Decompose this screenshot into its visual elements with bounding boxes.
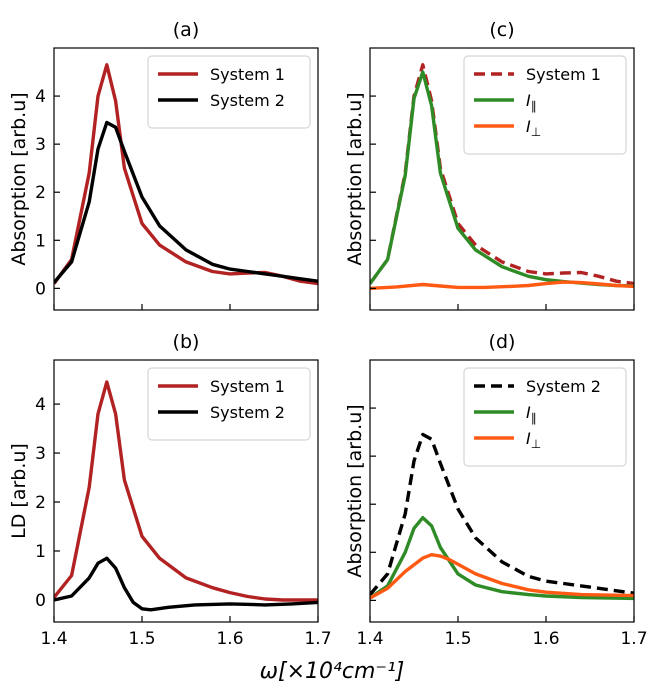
y-tick-label: 4 [35, 395, 46, 415]
y-axis-label: LD [arb.u] [8, 443, 30, 539]
x-tick-label: 1.4 [356, 629, 383, 649]
y-tick-label: 0 [35, 591, 46, 611]
legend-label: I⊥ [526, 429, 541, 451]
panel-title: (b) [173, 331, 200, 353]
y-axis-label: Absorption [arb.u] [8, 92, 30, 265]
plot-frame [53, 47, 319, 311]
legend-label: System 1 [526, 65, 601, 84]
series-line [54, 380, 318, 602]
series-line [370, 553, 634, 600]
y-tick-label: 1 [35, 231, 46, 251]
x-tick-label: 1.7 [620, 629, 647, 649]
y-tick-label: 4 [35, 87, 46, 107]
legend-label: System 2 [526, 377, 601, 396]
y-tick-label: 2 [35, 493, 46, 513]
plot-frame [369, 47, 635, 311]
y-tick-label: 1 [35, 542, 46, 562]
legend-label: System 1 [210, 377, 285, 396]
legend-label: System 1 [210, 65, 285, 84]
y-tick-label: 3 [35, 135, 46, 155]
series-line [370, 63, 634, 286]
y-axis-label: Absorption [arb.u] [344, 92, 366, 265]
y-tick-label: 0 [35, 279, 46, 299]
x-tick-label: 1.7 [304, 629, 331, 649]
panel-title: (a) [173, 19, 199, 41]
plot-frame [369, 359, 635, 623]
x-tick-label: 1.5 [128, 629, 155, 649]
series-line [370, 432, 634, 596]
y-axis-label: Absorption [arb.u] [344, 404, 366, 577]
panel-title: (d) [489, 331, 516, 353]
legend-label: I∥ [526, 403, 537, 425]
x-tick-label: 1.4 [40, 629, 67, 649]
x-tick-label: 1.5 [444, 629, 471, 649]
series-line [370, 280, 634, 291]
panel-title: (c) [489, 19, 514, 41]
legend-label: System 2 [210, 91, 285, 110]
series-line [54, 556, 318, 612]
x-tick-label: 1.6 [532, 629, 559, 649]
legend-box [463, 367, 627, 467]
legend-label: I∥ [526, 91, 537, 113]
y-tick-label: 2 [35, 183, 46, 203]
x-tick-label: 1.6 [216, 629, 243, 649]
legend-label: System 2 [210, 403, 285, 422]
series-line [54, 120, 318, 284]
panel-1: (c) Absorption [arb.u] System 1 I∥ I⊥ [344, 19, 635, 311]
panel-3: (d) 1.4 1.5 1.6 1.7 Absorption [arb.u] System … [344, 331, 648, 649]
panel-2: (b) 0 1 2 3 4 1.4 1.5 1.6 1.7 LD [arb.u] System 1 Sy… [8, 331, 332, 649]
legend-label: I⊥ [526, 117, 541, 139]
y-tick-label: 3 [35, 444, 46, 464]
figure-x-label: ω[×10⁴cm⁻¹] [260, 659, 405, 684]
plot-frame [53, 359, 319, 623]
legend-box [463, 55, 627, 155]
